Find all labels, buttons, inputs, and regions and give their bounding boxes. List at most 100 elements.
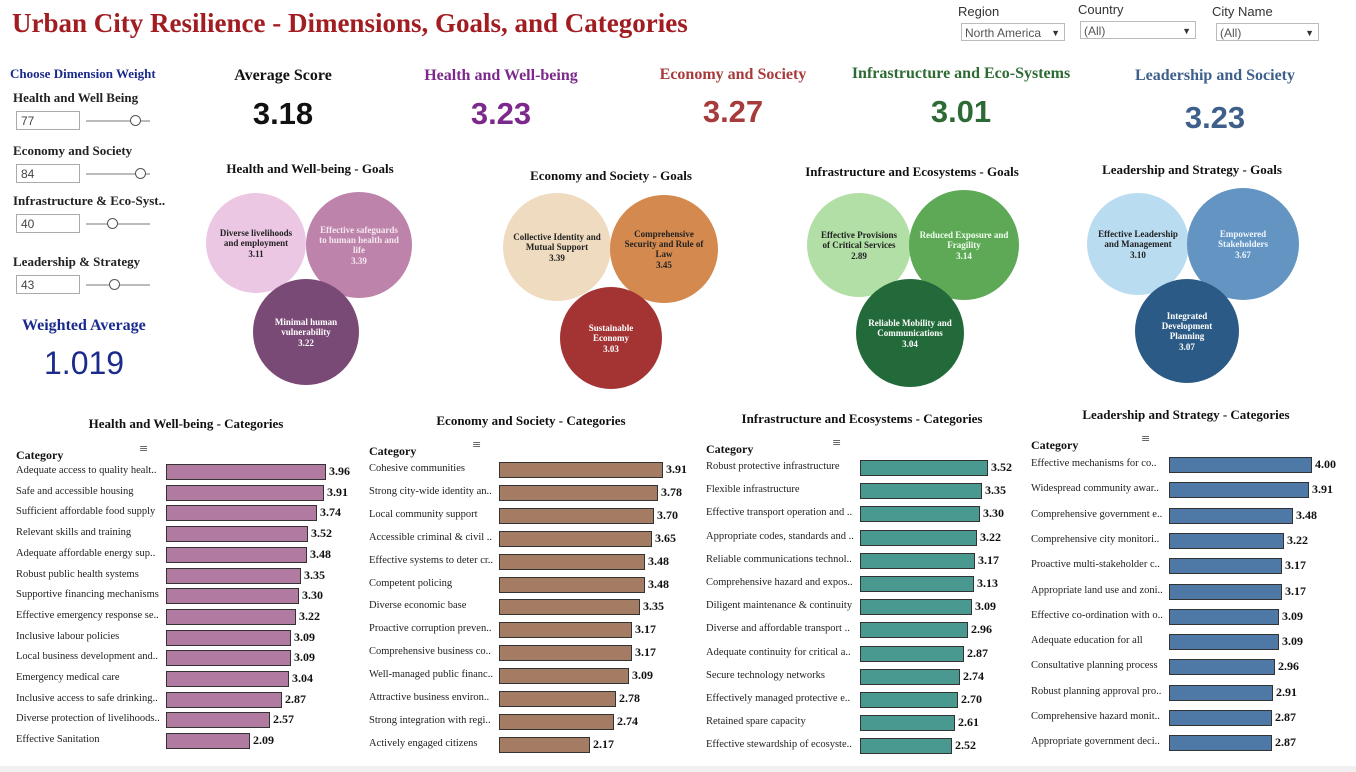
category-bar[interactable] xyxy=(499,462,663,478)
category-row[interactable]: Well-managed public financ.. 3.09 xyxy=(369,666,699,688)
goal-bubble[interactable]: Integrated Development Planning 3.07 xyxy=(1135,279,1239,383)
category-row[interactable]: Strong city-wide identity an.. 3.78 xyxy=(369,483,699,505)
category-row[interactable]: Supportive financing mechanisms 3.30 xyxy=(16,586,366,608)
category-bar[interactable] xyxy=(166,630,291,646)
sort-icon[interactable]: ≡ xyxy=(832,436,842,449)
category-row[interactable]: Effective systems to deter cr.. 3.48 xyxy=(369,552,699,574)
category-bar[interactable] xyxy=(499,622,632,638)
category-bar[interactable] xyxy=(860,669,960,685)
category-bar[interactable] xyxy=(1169,634,1279,650)
slider-value-input[interactable]: 40 xyxy=(16,214,80,233)
category-bar[interactable] xyxy=(860,553,975,569)
category-row[interactable]: Consultative planning process 2.96 xyxy=(1031,657,1356,679)
category-bar[interactable] xyxy=(499,645,632,661)
slider-track[interactable] xyxy=(86,173,150,175)
goal-bubble[interactable]: Effective safeguards to human health and… xyxy=(306,192,412,298)
category-bar[interactable] xyxy=(166,526,308,542)
category-row[interactable]: Cohesive communities 3.91 xyxy=(369,460,699,482)
category-row[interactable]: Effective co-ordination with o.. 3.09 xyxy=(1031,607,1356,629)
slider-value-input[interactable]: 77 xyxy=(16,111,80,130)
category-bar[interactable] xyxy=(166,568,301,584)
slider-value-input[interactable]: 84 xyxy=(16,164,80,183)
sort-icon[interactable]: ≡ xyxy=(472,438,482,451)
category-bar[interactable] xyxy=(1169,482,1309,498)
category-row[interactable]: Robust protective infrastructure 3.52 xyxy=(706,458,1060,480)
category-row[interactable]: Effective transport operation and .. 3.30 xyxy=(706,504,1060,526)
category-bar[interactable] xyxy=(860,576,974,592)
category-bar[interactable] xyxy=(1169,735,1272,751)
category-bar[interactable] xyxy=(860,622,968,638)
category-row[interactable]: Inclusive labour policies 3.09 xyxy=(16,628,366,650)
goal-bubble[interactable]: Empowered Stakeholders 3.67 xyxy=(1187,188,1299,300)
category-bar[interactable] xyxy=(1169,533,1284,549)
category-bar[interactable] xyxy=(166,547,307,563)
category-row[interactable]: Local business development and.. 3.09 xyxy=(16,648,366,670)
category-row[interactable]: Comprehensive government e.. 3.48 xyxy=(1031,506,1356,528)
category-row[interactable]: Accessible criminal & civil .. 3.65 xyxy=(369,529,699,551)
slider-value-input[interactable]: 43 xyxy=(16,275,80,294)
category-row[interactable]: Local community support 3.70 xyxy=(369,506,699,528)
category-bar[interactable] xyxy=(499,599,640,615)
category-bar[interactable] xyxy=(860,599,972,615)
category-row[interactable]: Effective stewardship of ecosyste.. 2.52 xyxy=(706,736,1060,758)
category-row[interactable]: Strong integration with regi.. 2.74 xyxy=(369,712,699,734)
category-row[interactable]: Sufficient affordable food supply 3.74 xyxy=(16,503,366,525)
category-row[interactable]: Adequate affordable energy sup.. 3.48 xyxy=(16,545,366,567)
category-row[interactable]: Effective mechanisms for co.. 4.00 xyxy=(1031,455,1356,477)
goal-bubble[interactable]: Comprehensive Security and Rule of Law 3.… xyxy=(610,195,718,303)
category-bar[interactable] xyxy=(860,715,955,731)
category-row[interactable]: Diverse and affordable transport .. 2.96 xyxy=(706,620,1060,642)
category-bar[interactable] xyxy=(499,737,590,753)
category-bar[interactable] xyxy=(166,588,299,604)
category-row[interactable]: Adequate access to quality healt.. 3.96 xyxy=(16,462,366,484)
category-row[interactable]: Effective emergency response se.. 3.22 xyxy=(16,607,366,629)
category-row[interactable]: Comprehensive business co.. 3.17 xyxy=(369,643,699,665)
sort-icon[interactable]: ≡ xyxy=(139,442,149,455)
city-filter-dropdown[interactable]: (All) ▼ xyxy=(1216,23,1319,41)
category-bar[interactable] xyxy=(499,668,629,684)
slider-handle[interactable] xyxy=(130,115,141,126)
category-bar[interactable] xyxy=(499,531,652,547)
category-bar[interactable] xyxy=(499,714,614,730)
category-row[interactable]: Proactive corruption preven.. 3.17 xyxy=(369,620,699,642)
category-row[interactable]: Emergency medical care 3.04 xyxy=(16,669,366,691)
category-row[interactable]: Appropriate government deci.. 2.87 xyxy=(1031,733,1356,755)
category-row[interactable]: Competent policing 3.48 xyxy=(369,575,699,597)
category-bar[interactable] xyxy=(166,464,326,480)
goal-bubble[interactable]: Collective Identity and Mutual Support 3.… xyxy=(503,193,611,301)
category-bar[interactable] xyxy=(1169,710,1272,726)
category-bar[interactable] xyxy=(860,460,988,476)
sort-icon[interactable]: ≡ xyxy=(1141,432,1151,445)
slider-handle[interactable] xyxy=(135,168,146,179)
category-bar[interactable] xyxy=(499,485,658,501)
category-row[interactable]: Attractive business environ.. 2.78 xyxy=(369,689,699,711)
category-row[interactable]: Comprehensive hazard and expos.. 3.13 xyxy=(706,574,1060,596)
category-row[interactable]: Appropriate land use and zoni.. 3.17 xyxy=(1031,582,1356,604)
category-bar[interactable] xyxy=(499,577,645,593)
category-row[interactable]: Comprehensive city monitori.. 3.22 xyxy=(1031,531,1356,553)
category-bar[interactable] xyxy=(1169,457,1312,473)
category-row[interactable]: Diverse economic base 3.35 xyxy=(369,597,699,619)
category-bar[interactable] xyxy=(499,508,654,524)
category-row[interactable]: Adequate continuity for critical a.. 2.87 xyxy=(706,644,1060,666)
category-bar[interactable] xyxy=(860,530,977,546)
category-row[interactable]: Appropriate codes, standards and .. 3.22 xyxy=(706,528,1060,550)
slider-track[interactable] xyxy=(86,223,150,225)
category-row[interactable]: Safe and accessible housing 3.91 xyxy=(16,483,366,505)
category-row[interactable]: Relevant skills and training 3.52 xyxy=(16,524,366,546)
category-bar[interactable] xyxy=(499,691,616,707)
category-row[interactable]: Comprehensive hazard monit.. 2.87 xyxy=(1031,708,1356,730)
category-bar[interactable] xyxy=(1169,558,1282,574)
category-row[interactable]: Diligent maintenance & continuity 3.09 xyxy=(706,597,1060,619)
category-bar[interactable] xyxy=(166,733,250,749)
goal-bubble[interactable]: Effective Provisions of Critical Service… xyxy=(807,193,911,297)
goal-bubble[interactable]: Reliable Mobility and Communications 3.04 xyxy=(856,279,964,387)
slider-track[interactable] xyxy=(86,120,150,122)
category-bar[interactable] xyxy=(166,505,317,521)
category-row[interactable]: Actively engaged citizens 2.17 xyxy=(369,735,699,757)
category-row[interactable]: Inclusive access to safe drinking.. 2.87 xyxy=(16,690,366,712)
slider-handle[interactable] xyxy=(107,218,118,229)
category-bar[interactable] xyxy=(166,692,282,708)
category-bar[interactable] xyxy=(166,712,270,728)
category-row[interactable]: Effectively managed protective e.. 2.70 xyxy=(706,690,1060,712)
